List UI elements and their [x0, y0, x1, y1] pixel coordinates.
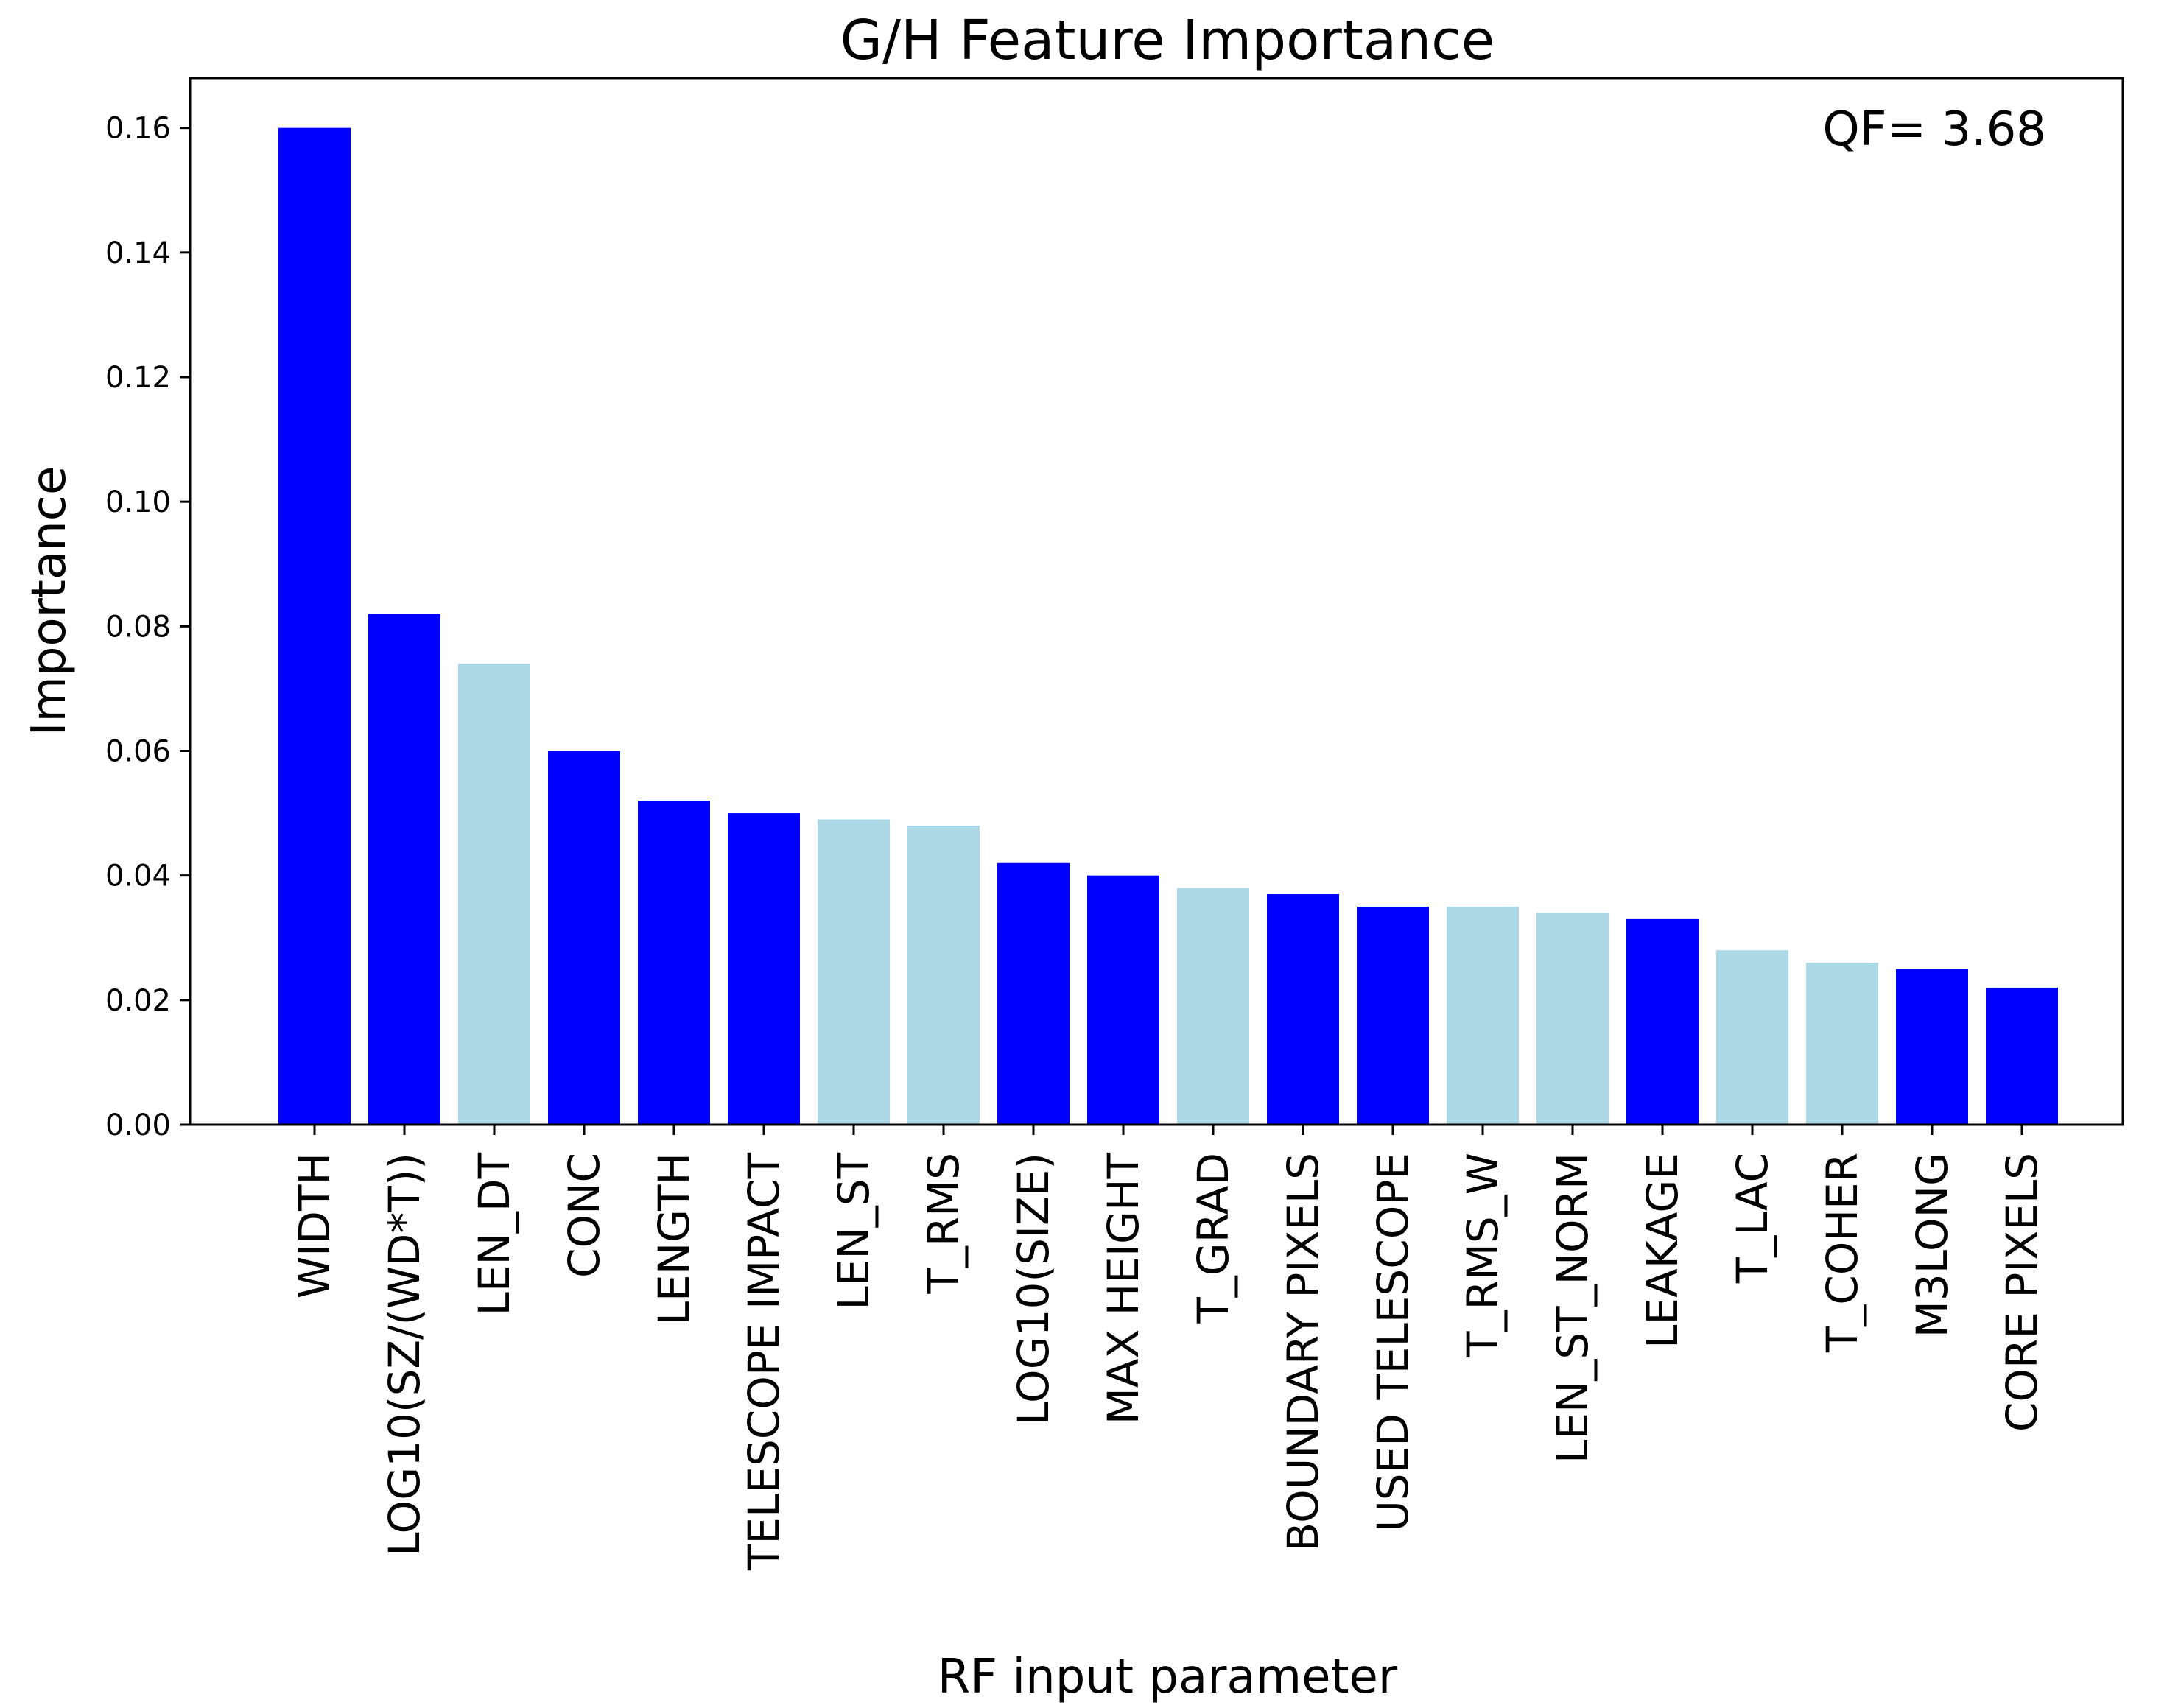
- bar-10: [1177, 888, 1249, 1125]
- bar-2: [458, 664, 530, 1125]
- chart-title: G/H Feature Importance: [840, 9, 1495, 72]
- bars-group: [278, 127, 2058, 1125]
- qf-annotation: QF= 3.68: [1822, 102, 2046, 157]
- y-tick-label-7: 0.14: [105, 236, 171, 270]
- bar-9: [1087, 875, 1159, 1125]
- x-tick-label-1: LOG10(SZ/(WD*T)): [379, 1153, 429, 1556]
- x-tick-label-7: T_RMS: [919, 1153, 969, 1295]
- bar-6: [818, 819, 890, 1125]
- bar-19: [1986, 987, 2058, 1125]
- y-tick-label-0: 0.00: [105, 1108, 171, 1142]
- x-axis: WIDTH LOG10(SZ/(WD*T)) LEN_DT CONC LENGTH TEL…: [289, 1125, 2047, 1571]
- x-tick-label-13: T_RMS_W: [1458, 1153, 1508, 1358]
- x-tick-label-14: LEN_ST_NORM: [1548, 1153, 1598, 1463]
- bar-7: [907, 826, 980, 1125]
- x-tick-label-5: TELESCOPE IMPACT: [739, 1152, 789, 1571]
- bar-8: [997, 862, 1070, 1125]
- y-tick-label-4: 0.08: [105, 610, 171, 644]
- x-tick-label-6: LEN_ST: [829, 1152, 879, 1310]
- y-tick-label-2: 0.04: [105, 860, 171, 893]
- bar-12: [1357, 906, 1429, 1125]
- bar-1: [368, 614, 440, 1125]
- x-tick-label-9: MAX HEIGHT: [1098, 1152, 1148, 1424]
- bar-4: [638, 801, 710, 1125]
- x-tick-label-18: M3LONG: [1907, 1153, 1957, 1338]
- bar-14: [1536, 913, 1609, 1125]
- bar-3: [548, 751, 620, 1125]
- x-axis-label: RF input parameter: [938, 1650, 1398, 1704]
- y-tick-label-8: 0.16: [105, 112, 171, 146]
- x-tick-label-2: LEN_DT: [469, 1152, 519, 1315]
- x-tick-label-12: USED TELESCOPE: [1368, 1153, 1418, 1532]
- y-axis-label: Importance: [22, 466, 77, 737]
- x-tick-label-8: LOG10(SIZE): [1008, 1153, 1058, 1425]
- bar-11: [1267, 894, 1339, 1125]
- x-tick-label-17: T_COHER: [1817, 1153, 1867, 1353]
- x-tick-label-0: WIDTH: [289, 1153, 340, 1298]
- bar-0: [278, 127, 351, 1125]
- x-tick-label-19: CORE PIXELS: [1997, 1153, 2047, 1432]
- y-tick-label-6: 0.12: [105, 361, 171, 395]
- y-tick-label-5: 0.10: [105, 485, 171, 519]
- x-tick-label-15: LEAKAGE: [1637, 1153, 1687, 1349]
- bar-18: [1896, 969, 1968, 1125]
- bar-15: [1626, 918, 1699, 1125]
- bar-17: [1806, 963, 1878, 1125]
- y-axis: 0.00 0.02 0.04 0.06 0.08 0.10 0.12 0.14 0.16: [105, 112, 190, 1142]
- x-tick-label-10: T_GRAD: [1188, 1153, 1238, 1324]
- bar-16: [1716, 950, 1788, 1125]
- y-tick-label-1: 0.02: [105, 984, 171, 1018]
- plot-frame: [189, 77, 2124, 1126]
- x-tick-label-4: LENGTH: [649, 1153, 699, 1325]
- x-tick-label-3: CONC: [559, 1153, 609, 1278]
- bar-5: [728, 813, 800, 1125]
- x-tick-label-16: T_LAC: [1727, 1153, 1777, 1284]
- y-tick-label-3: 0.06: [105, 735, 171, 769]
- bar-13: [1447, 906, 1519, 1125]
- x-tick-label-11: BOUNDARY PIXELS: [1278, 1153, 1328, 1552]
